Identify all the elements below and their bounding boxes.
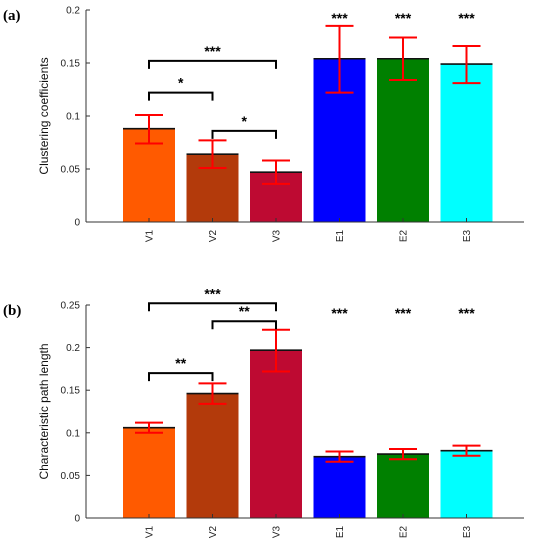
x-tick-label: E3 — [462, 229, 473, 242]
error-bar-v1 — [135, 421, 163, 434]
bracket-label: ** — [175, 355, 186, 371]
bracket-label: ** — [239, 303, 250, 319]
error-bar-v3 — [262, 328, 290, 373]
y-tick-label: 0 — [74, 218, 80, 229]
bracket-line — [211, 129, 277, 139]
bracket-line — [148, 59, 277, 69]
error-bar-e1 — [325, 24, 354, 94]
x-tick-label: E2 — [399, 525, 410, 538]
error-bar-v2 — [198, 139, 227, 169]
error-bar-e3 — [452, 444, 481, 457]
bracket-label: * — [178, 75, 184, 91]
chart-panel-b: (b) *** *** **********00.050.10.150.20.25V1… — [3, 285, 524, 538]
error-bar-e1 — [325, 450, 354, 463]
bracket-line — [211, 320, 277, 330]
comparison-bracket-v2-v3: ** — [211, 303, 277, 330]
y-tick-label: 0.15 — [61, 386, 81, 397]
x-tick-label: V1 — [145, 229, 156, 242]
panel-label: (b) — [3, 303, 21, 319]
error-bar-e2 — [389, 447, 417, 461]
x-tick-label: V2 — [208, 229, 219, 242]
comparison-bracket-v1-v2: ** — [148, 355, 214, 382]
y-tick-label: 0.2 — [66, 343, 80, 354]
bar-e2 — [377, 58, 429, 223]
x-tick-label: V3 — [272, 229, 283, 242]
comparison-bracket-v2-v3: * — [211, 113, 277, 139]
significance-label: *** — [458, 10, 475, 26]
comparison-bracket-v1-v2: * — [148, 75, 214, 101]
significance-label: *** — [395, 305, 412, 321]
bracket-line — [148, 91, 214, 101]
bracket-label: *** — [204, 285, 221, 301]
bracket-line — [148, 372, 214, 382]
bar-e1 — [313, 456, 366, 518]
bracket-label: * — [242, 113, 248, 129]
y-tick-label: 0 — [74, 514, 80, 525]
x-tick-label: V3 — [272, 525, 283, 538]
error-bar-e3 — [452, 45, 481, 85]
y-axis-label: Clustering coefficients — [37, 57, 51, 174]
bracket-label: *** — [204, 43, 221, 59]
chart-panel-a: (a) *** *** ********00.050.10.150.2V1 V2 V3 E1… — [3, 6, 524, 242]
x-tick-label: V1 — [145, 525, 156, 538]
y-tick-label: 0.1 — [66, 112, 80, 123]
bar-e3 — [440, 64, 493, 222]
bracket-line — [148, 302, 277, 312]
x-tick-label: V2 — [208, 525, 219, 538]
error-bar-e2 — [389, 36, 417, 81]
panel-label: (a) — [3, 8, 21, 24]
bar-v2 — [186, 393, 239, 518]
y-tick-label: 0.05 — [61, 471, 81, 482]
y-tick-label: 0.2 — [66, 6, 80, 17]
bar-v1 — [123, 427, 175, 518]
y-axis-label: Characteristic path length — [37, 343, 51, 479]
comparison-bracket-v1-v3: *** — [148, 43, 277, 69]
y-tick-label: 0.25 — [61, 301, 81, 312]
bar-v3 — [250, 350, 302, 518]
x-tick-label: E1 — [335, 525, 346, 538]
y-tick-label: 0.15 — [61, 59, 81, 70]
comparison-bracket-v1-v3: *** — [148, 285, 277, 312]
x-tick-label: E1 — [335, 229, 346, 242]
significance-label: *** — [458, 305, 475, 321]
x-tick-label: E3 — [462, 525, 473, 538]
error-bar-v1 — [135, 113, 163, 145]
error-bar-v2 — [198, 382, 227, 405]
bar-e2 — [377, 454, 429, 518]
significance-label: *** — [331, 10, 348, 26]
significance-label: *** — [395, 10, 412, 26]
y-tick-label: 0.1 — [66, 428, 80, 439]
x-tick-label: E2 — [399, 229, 410, 242]
bar-e3 — [440, 450, 493, 518]
y-tick-label: 0.05 — [61, 165, 81, 176]
error-bar-v3 — [262, 159, 290, 185]
significance-label: *** — [331, 305, 348, 321]
